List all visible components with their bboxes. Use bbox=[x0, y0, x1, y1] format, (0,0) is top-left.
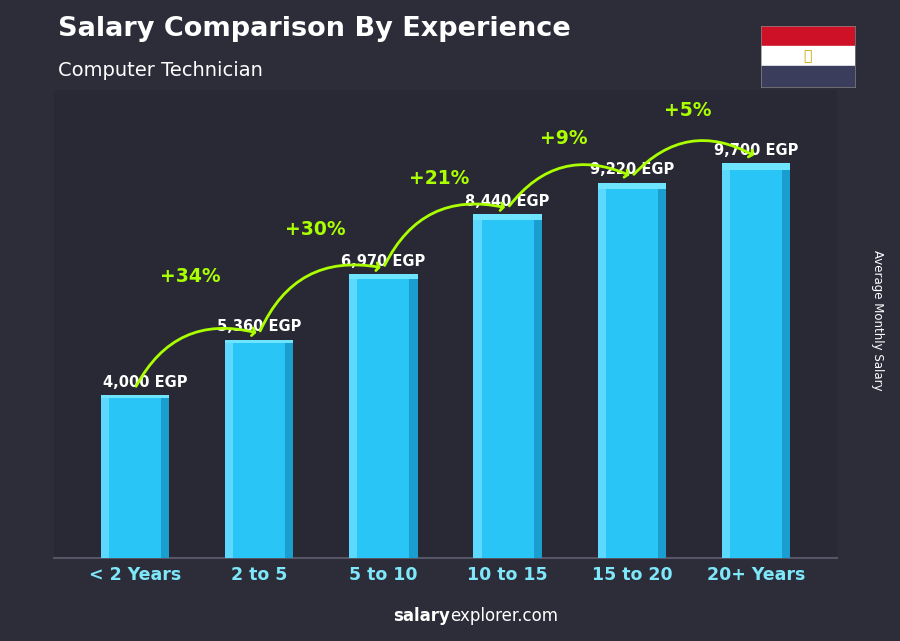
Bar bbox=[760, 26, 855, 46]
Text: explorer.com: explorer.com bbox=[450, 607, 558, 625]
Bar bbox=[722, 163, 790, 170]
Bar bbox=[410, 274, 418, 558]
Bar bbox=[598, 183, 666, 558]
Bar bbox=[225, 340, 293, 558]
Bar bbox=[349, 274, 418, 279]
Text: +9%: +9% bbox=[540, 129, 588, 148]
Text: +21%: +21% bbox=[410, 169, 470, 188]
Bar bbox=[285, 340, 293, 558]
Text: +5%: +5% bbox=[664, 101, 712, 120]
Text: salary: salary bbox=[393, 607, 450, 625]
Bar bbox=[598, 183, 606, 558]
Bar bbox=[760, 46, 855, 66]
Bar bbox=[473, 214, 542, 558]
Text: 6,970 EGP: 6,970 EGP bbox=[341, 254, 426, 269]
Bar bbox=[225, 340, 293, 344]
Bar bbox=[534, 214, 542, 558]
Bar bbox=[101, 395, 109, 558]
Bar bbox=[473, 214, 482, 558]
Bar bbox=[658, 183, 666, 558]
Bar bbox=[225, 340, 233, 558]
Bar bbox=[722, 163, 790, 558]
Text: 𓅃: 𓅃 bbox=[804, 49, 812, 63]
Bar bbox=[161, 395, 169, 558]
Text: Computer Technician: Computer Technician bbox=[58, 61, 264, 80]
Text: 9,700 EGP: 9,700 EGP bbox=[714, 143, 798, 158]
Bar bbox=[101, 395, 169, 558]
Bar bbox=[473, 214, 542, 221]
Text: Salary Comparison By Experience: Salary Comparison By Experience bbox=[58, 16, 572, 42]
Bar bbox=[349, 274, 418, 558]
Text: 9,220 EGP: 9,220 EGP bbox=[590, 162, 674, 177]
Bar bbox=[101, 395, 169, 398]
Text: Average Monthly Salary: Average Monthly Salary bbox=[871, 250, 884, 391]
Text: 4,000 EGP: 4,000 EGP bbox=[104, 374, 187, 390]
Bar bbox=[349, 274, 357, 558]
Text: 8,440 EGP: 8,440 EGP bbox=[465, 194, 550, 209]
Bar bbox=[760, 66, 855, 87]
Bar bbox=[782, 163, 790, 558]
Text: +30%: +30% bbox=[284, 221, 346, 240]
Bar bbox=[722, 163, 730, 558]
Text: +34%: +34% bbox=[160, 267, 221, 287]
Text: 5,360 EGP: 5,360 EGP bbox=[217, 319, 302, 335]
Bar bbox=[598, 183, 666, 189]
